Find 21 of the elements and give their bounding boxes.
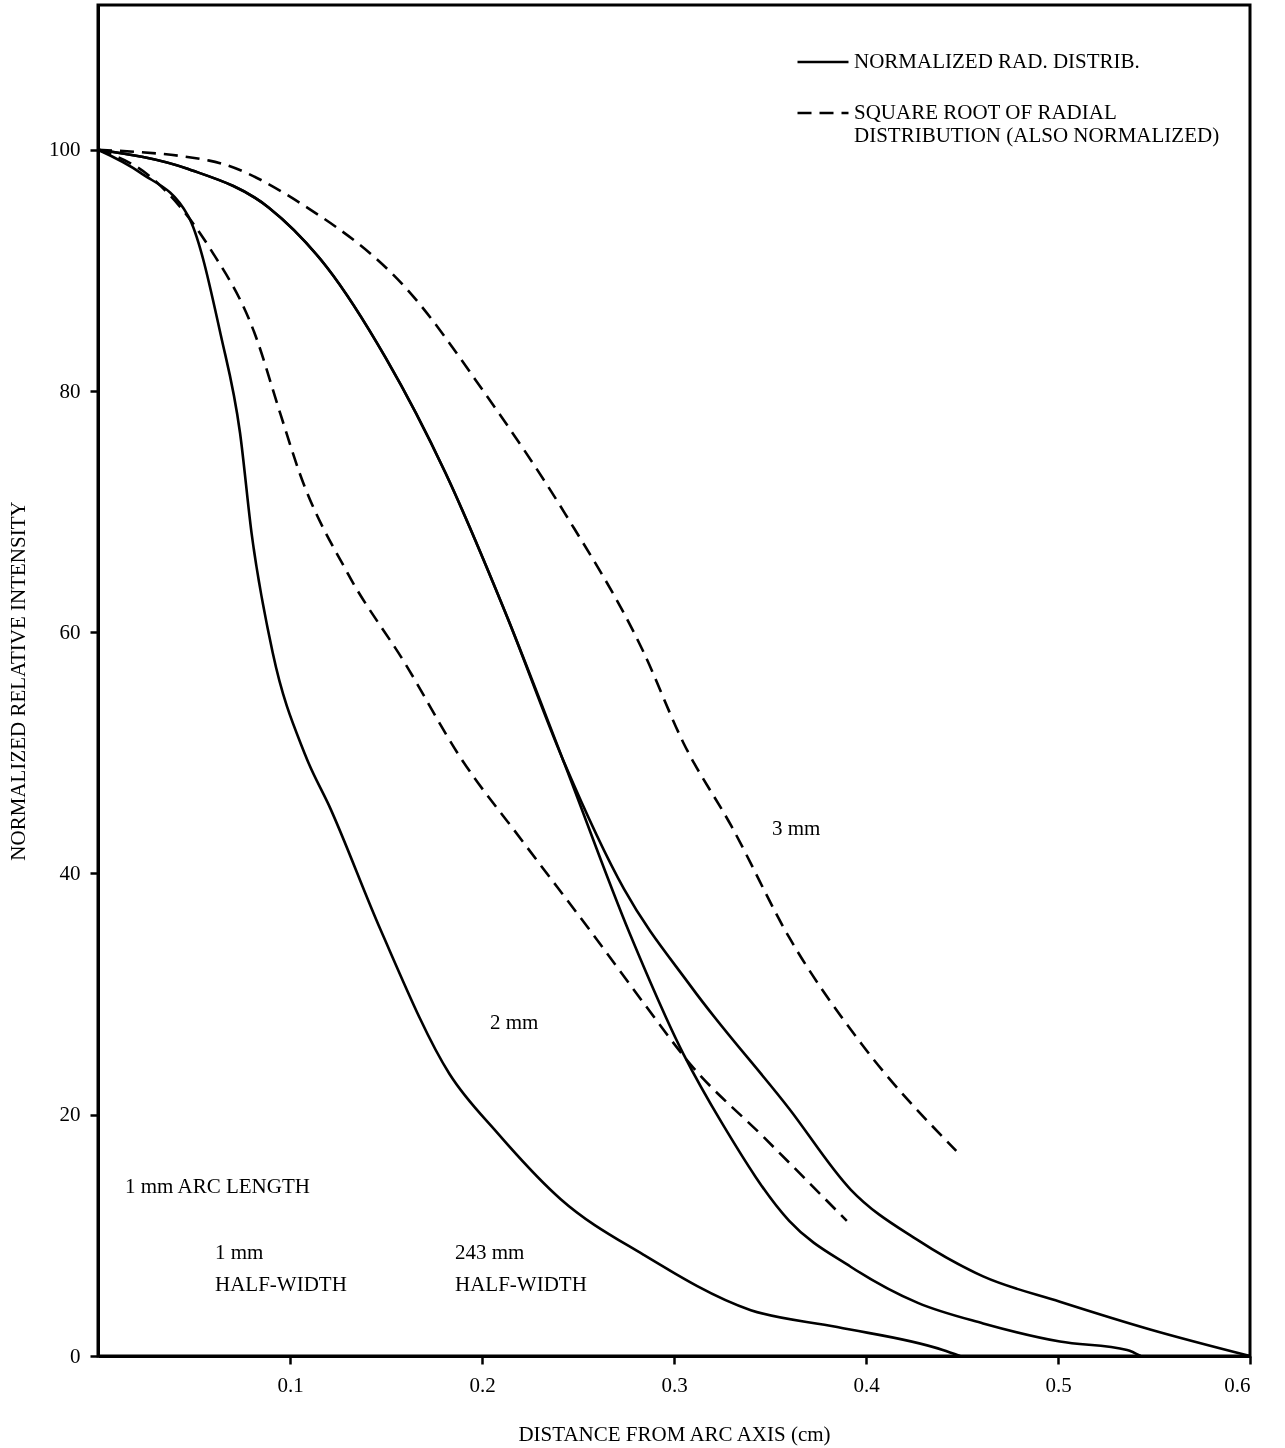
x-tick-label: 0.3: [661, 1372, 688, 1397]
annotation: 3 mm: [772, 816, 821, 840]
legend-label: NORMALIZED RAD. DISTRIB.: [854, 49, 1140, 73]
x-tick-label: 0.1: [277, 1372, 304, 1397]
annotation: 1 mm ARC LENGTH: [125, 1174, 310, 1198]
x-tick-label: 0.6: [1224, 1372, 1251, 1397]
x-tick-label: 0.4: [853, 1372, 881, 1397]
y-tick-label: 40: [59, 861, 81, 885]
y-axis-title: NORMALIZED RELATIVE INTENSITY: [6, 501, 30, 861]
x-tick-label: 0.2: [469, 1372, 496, 1397]
y-tick-label: 100: [49, 137, 81, 162]
y-tick-label: 0: [70, 1343, 81, 1368]
y-tick-label: 60: [59, 619, 81, 644]
legend-label: SQUARE ROOT OF RADIAL DISTRIBUTION (ALSO NORMALIZED): [854, 100, 1220, 147]
annotation: 243 mm HALF-WIDTH: [455, 1240, 587, 1296]
annotation: 2 mm: [490, 1010, 539, 1034]
annotation: 1 mm HALF-WIDTH: [215, 1240, 347, 1296]
x-tick-label: 0.5: [1045, 1372, 1072, 1397]
y-tick-label: 80: [59, 378, 81, 403]
x-axis-title: DISTANCE FROM ARC AXIS (cm): [518, 1421, 831, 1446]
y-tick-label: 20: [59, 1102, 81, 1127]
